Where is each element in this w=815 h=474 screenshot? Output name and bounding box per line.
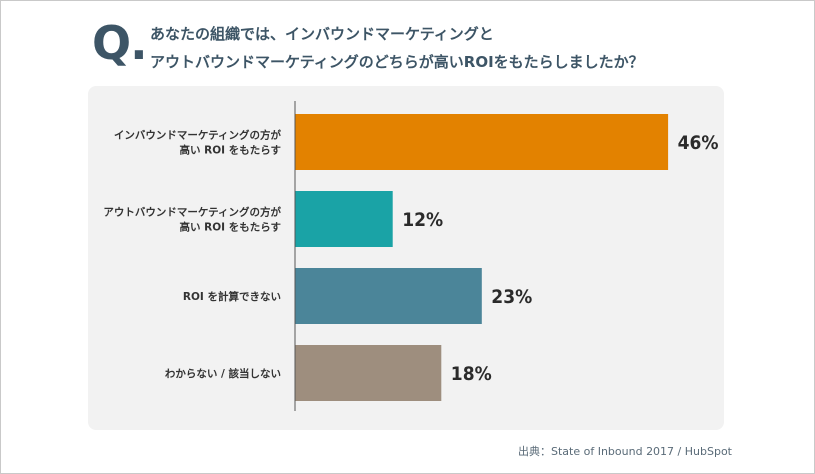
category-label-0-1: 高い ROI をもたらす (179, 144, 281, 157)
bar-0 (295, 114, 669, 170)
category-label-3-0: わからない / 該当しない (165, 367, 281, 380)
category-label-2-0: ROI を計算できない (183, 290, 281, 303)
question-mark: Q. (92, 16, 148, 70)
value-label-0: 46% (678, 132, 719, 154)
value-label-2: 23% (491, 286, 532, 308)
category-label-0-0: インバウンドマーケティングの方が (114, 129, 282, 142)
bar-2 (295, 268, 482, 324)
bar-3 (295, 345, 442, 401)
category-label-1-0: アウトバウンドマーケティングの方が (103, 206, 281, 219)
category-label-1-1: 高い ROI をもたらす (179, 221, 281, 234)
source-note: 出典：State of Inbound 2017 / HubSpot (518, 445, 732, 458)
value-label-3: 18% (451, 363, 492, 385)
question-line-2: アウトバウンドマーケティングのどちらが高いROIをもたらしましたか？ (150, 53, 644, 71)
bar-1 (295, 191, 393, 247)
question-text: あなたの組織では、インバウンドマーケティングと アウトバウンドマーケティングのど… (150, 20, 790, 76)
value-label-1: 12% (402, 209, 443, 231)
question-line-1: あなたの組織では、インバウンドマーケティングと (150, 25, 494, 43)
